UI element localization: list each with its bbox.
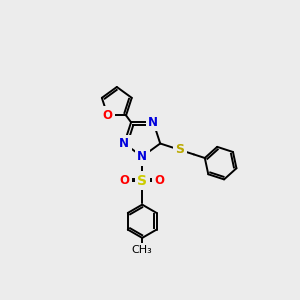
Text: N: N [148, 116, 158, 129]
Text: O: O [103, 109, 112, 122]
Text: O: O [120, 174, 130, 187]
Text: CH₃: CH₃ [132, 245, 153, 255]
Text: N: N [119, 137, 129, 150]
Text: O: O [154, 174, 164, 187]
Text: S: S [175, 143, 184, 156]
Text: N: N [137, 150, 147, 163]
Text: S: S [137, 174, 147, 188]
